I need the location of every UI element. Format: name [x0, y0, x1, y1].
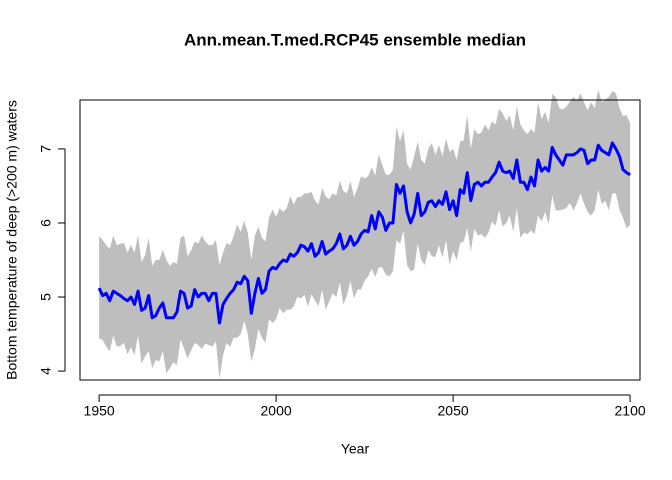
x-axis-label: Year [341, 441, 370, 457]
y-tick-label: 4 [38, 367, 54, 375]
x-tick-label: 2000 [261, 403, 292, 419]
y-axis-label: Bottom temperature of deep (>200 m) wate… [4, 100, 20, 380]
y-tick-label: 7 [38, 145, 54, 153]
median-line [97, 141, 631, 325]
range-band [99, 89, 631, 379]
chart-title: Ann.mean.T.med.RCP45 ensemble median [184, 30, 526, 49]
x-tick-label: 2050 [438, 403, 469, 419]
x-tick-label: 1950 [84, 403, 115, 419]
plot-frame [79, 99, 641, 381]
y-tick-label: 5 [38, 293, 54, 301]
y-tick-label: 6 [38, 219, 54, 227]
x-tick-label: 2100 [615, 403, 646, 419]
